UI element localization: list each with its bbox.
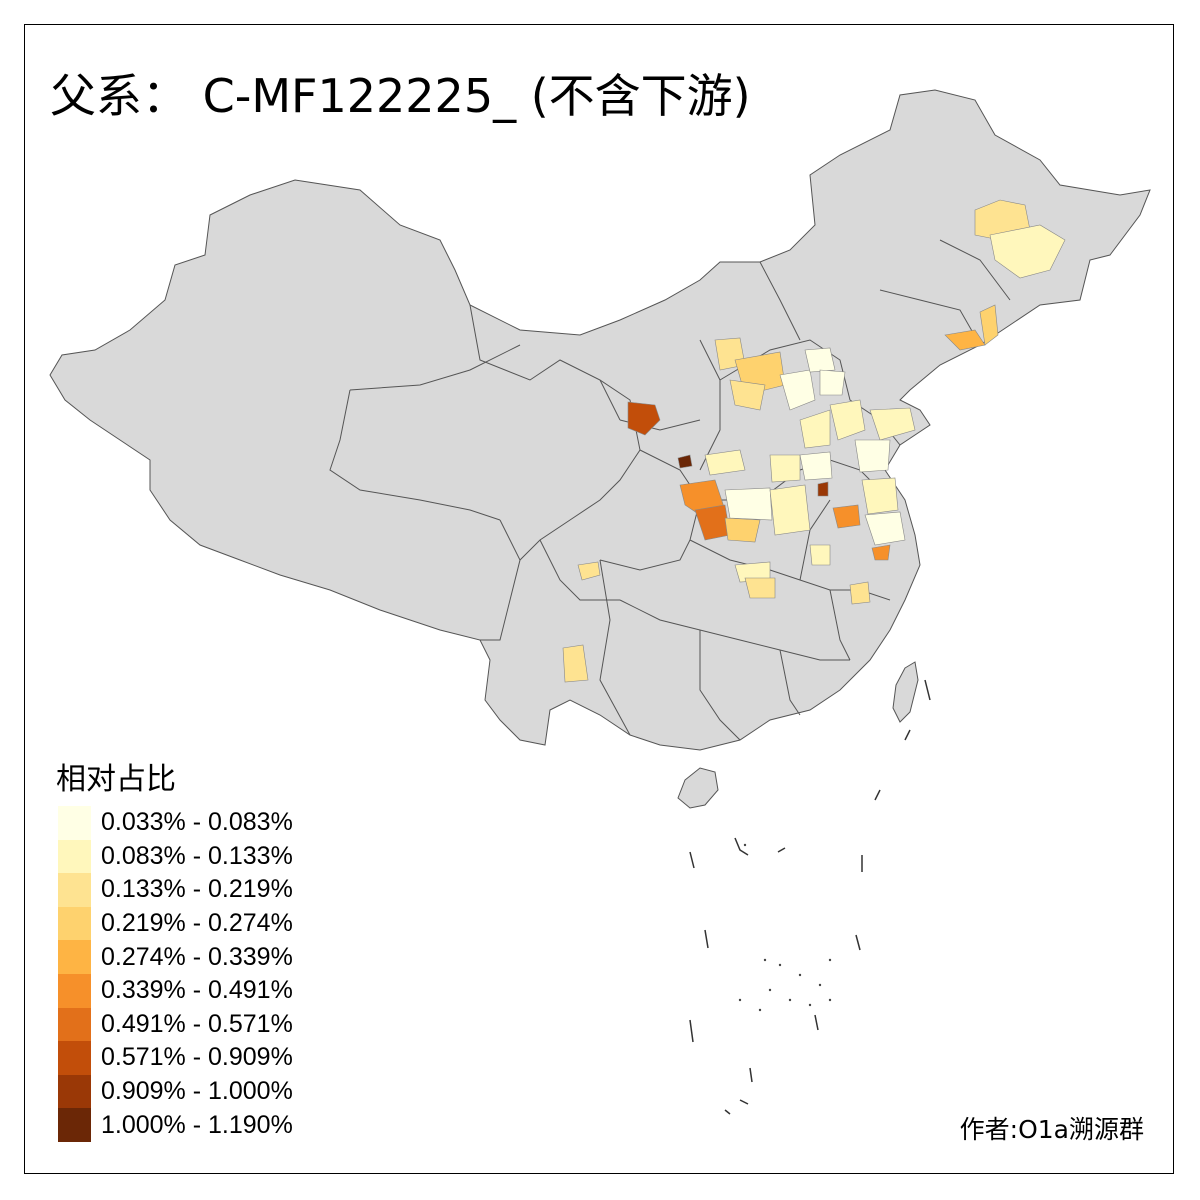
region-hebei-c bbox=[819, 369, 846, 396]
legend-item: 0.274% - 0.339% bbox=[58, 940, 293, 974]
map-frame bbox=[24, 24, 1174, 1174]
legend-label: 0.033% - 0.083% bbox=[101, 808, 293, 837]
legend-item: 0.219% - 0.274% bbox=[58, 906, 293, 941]
legend-swatch bbox=[58, 873, 91, 907]
highlighted-regions bbox=[562, 199, 1066, 683]
legend-label: 0.083% - 0.133% bbox=[101, 841, 293, 870]
legend-item: 0.033% - 0.083% bbox=[58, 806, 293, 840]
map-title: 父系： C-MF122225_ (不含下游) bbox=[50, 69, 751, 123]
legend-swatch bbox=[58, 1074, 91, 1109]
region-shaanxi-a bbox=[704, 449, 746, 476]
legend-label: 0.909% - 1.000% bbox=[101, 1077, 293, 1106]
region-henan-a bbox=[724, 487, 773, 521]
legend-label: 1.000% - 1.190% bbox=[101, 1110, 293, 1139]
legend-item: 0.083% - 0.133% bbox=[58, 839, 293, 874]
region-liaoning-b bbox=[979, 304, 999, 346]
region-hebei-d bbox=[799, 409, 831, 449]
taiwan-island bbox=[892, 661, 919, 723]
region-sichuan bbox=[577, 561, 601, 581]
region-jiangsu-b bbox=[871, 544, 891, 561]
legend-item: 0.571% - 0.909% bbox=[58, 1041, 293, 1075]
legend-label: 0.274% - 0.339% bbox=[101, 942, 293, 971]
region-hubei-c bbox=[744, 577, 776, 599]
legend-swatch bbox=[58, 940, 91, 974]
legend-item: 0.909% - 1.000% bbox=[58, 1074, 293, 1109]
author-credit: 作者:O1a溯源群 bbox=[959, 1115, 1144, 1144]
legend-swatch bbox=[58, 906, 91, 941]
legend-label: 0.339% - 0.491% bbox=[101, 976, 293, 1005]
region-jiangsu-a bbox=[864, 511, 906, 546]
legend-label: 0.133% - 0.219% bbox=[101, 875, 293, 904]
legend-label: 0.491% - 0.571% bbox=[101, 1009, 293, 1038]
region-anhui-dot bbox=[817, 481, 829, 497]
region-henan-b bbox=[769, 484, 811, 536]
island-dots bbox=[738, 843, 832, 1012]
region-ningxia bbox=[627, 401, 661, 436]
legend: 0.033% - 0.083% 0.083% - 0.133% 0.133% -… bbox=[58, 806, 293, 1142]
region-hebei-e bbox=[829, 399, 866, 441]
south-china-sea-islands bbox=[689, 679, 931, 1115]
region-jiangxi bbox=[849, 581, 871, 605]
legend-item: 0.491% - 0.571% bbox=[58, 1007, 293, 1042]
region-shanxi-c bbox=[729, 379, 766, 411]
legend-item: 0.133% - 0.219% bbox=[58, 873, 293, 907]
legend-swatch bbox=[58, 839, 91, 874]
region-shaanxi-d bbox=[724, 517, 761, 543]
legend-item: 1.000% - 1.190% bbox=[58, 1108, 293, 1142]
region-henan-c bbox=[769, 454, 801, 483]
region-anhui-b bbox=[861, 477, 899, 515]
hainan-island bbox=[677, 767, 719, 809]
legend-swatch bbox=[58, 1041, 91, 1075]
legend-swatch bbox=[58, 973, 91, 1008]
china-mainland bbox=[49, 89, 1151, 751]
region-hebei-b bbox=[804, 347, 836, 373]
legend-title: 相对占比 bbox=[56, 762, 176, 797]
legend-item: 0.339% - 0.491% bbox=[58, 973, 293, 1008]
region-hebei-a bbox=[779, 369, 816, 411]
legend-swatch bbox=[58, 1007, 91, 1042]
legend-label: 0.219% - 0.274% bbox=[101, 909, 293, 938]
region-yunnan bbox=[562, 644, 589, 683]
region-shandong-b bbox=[854, 439, 891, 473]
region-anhui-a bbox=[832, 504, 861, 529]
region-heilongjiang-b bbox=[989, 224, 1066, 279]
legend-label: 0.571% - 0.909% bbox=[101, 1043, 293, 1072]
region-shandong-a bbox=[869, 407, 916, 441]
region-hubei-a bbox=[809, 544, 831, 566]
region-gansu-dot bbox=[677, 454, 693, 469]
legend-swatch bbox=[58, 1108, 91, 1142]
legend-swatch bbox=[58, 806, 91, 840]
region-henan-d bbox=[799, 451, 833, 481]
